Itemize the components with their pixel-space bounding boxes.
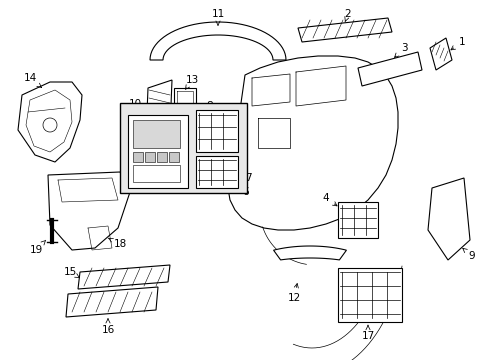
Polygon shape	[146, 80, 172, 138]
Circle shape	[43, 118, 57, 132]
Text: 3: 3	[394, 43, 407, 58]
Polygon shape	[133, 152, 142, 162]
Text: 9: 9	[462, 248, 474, 261]
Polygon shape	[66, 287, 158, 317]
Text: 12: 12	[287, 284, 300, 303]
Polygon shape	[18, 82, 82, 162]
Polygon shape	[357, 52, 421, 86]
Polygon shape	[429, 38, 451, 70]
Polygon shape	[48, 172, 130, 250]
Text: 19: 19	[29, 240, 46, 255]
Polygon shape	[145, 152, 155, 162]
Text: 13: 13	[185, 75, 198, 89]
Text: 6: 6	[242, 187, 249, 197]
FancyBboxPatch shape	[120, 103, 246, 193]
Polygon shape	[427, 178, 469, 260]
Polygon shape	[163, 130, 185, 150]
Text: 15: 15	[63, 267, 80, 278]
Polygon shape	[150, 22, 285, 60]
Polygon shape	[133, 120, 180, 148]
Text: 5: 5	[148, 131, 161, 141]
Text: 4: 4	[322, 193, 336, 206]
Polygon shape	[273, 246, 346, 260]
Text: 11: 11	[211, 9, 224, 25]
Text: 7: 7	[238, 172, 251, 183]
Text: 1: 1	[450, 37, 465, 50]
Polygon shape	[26, 90, 72, 152]
Text: 10: 10	[128, 99, 148, 109]
Polygon shape	[169, 152, 179, 162]
Polygon shape	[337, 202, 377, 238]
Text: 2: 2	[344, 9, 350, 22]
Polygon shape	[133, 165, 180, 182]
Polygon shape	[227, 56, 397, 230]
Polygon shape	[157, 152, 167, 162]
Polygon shape	[196, 156, 238, 188]
Text: 14: 14	[23, 73, 41, 87]
Text: 18: 18	[108, 238, 126, 249]
Text: 17: 17	[361, 325, 374, 341]
Text: 16: 16	[101, 319, 114, 335]
Polygon shape	[196, 110, 238, 152]
Polygon shape	[174, 88, 196, 115]
Polygon shape	[337, 268, 401, 322]
Polygon shape	[297, 18, 391, 42]
Polygon shape	[78, 265, 170, 289]
Text: 8: 8	[206, 101, 213, 111]
Polygon shape	[128, 115, 187, 188]
